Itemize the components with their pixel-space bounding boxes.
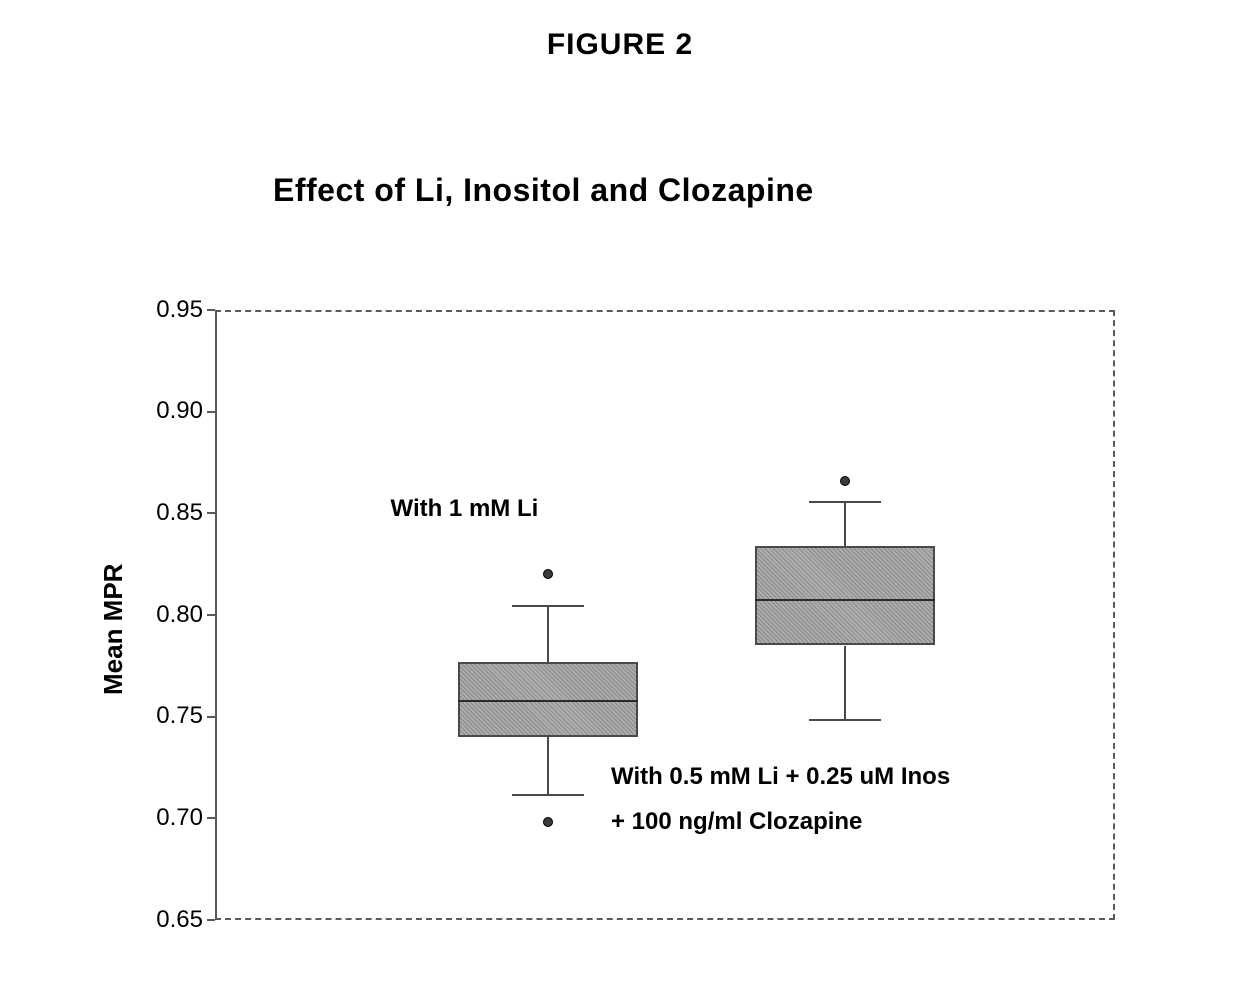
boxplot-whisker <box>844 646 846 719</box>
y-tick-label: 0.75 <box>133 702 203 730</box>
chart-annotation: With 0.5 mM Li + 0.25 uM Inos <box>611 763 950 791</box>
boxplot-whisker-cap <box>512 794 584 796</box>
boxplot-box <box>755 546 935 646</box>
boxplot-whisker <box>547 737 549 794</box>
plot-border-right <box>1113 310 1115 920</box>
y-axis-label: Mean MPR <box>98 564 129 695</box>
y-tick-label: 0.65 <box>133 906 203 934</box>
boxplot-whisker-cap <box>512 605 584 607</box>
boxplot-box <box>458 662 638 737</box>
y-tick-label: 0.70 <box>133 804 203 832</box>
y-tick-mark <box>207 614 215 616</box>
y-tick-label: 0.85 <box>133 499 203 527</box>
boxplot-median <box>755 599 935 601</box>
figure-page: FIGURE 2 Effect of Li, Inositol and Cloz… <box>0 0 1240 991</box>
boxplot-outlier <box>840 476 850 486</box>
y-tick-label: 0.95 <box>133 296 203 324</box>
y-tick-mark <box>207 411 215 413</box>
boxplot-whisker-cap <box>809 719 881 721</box>
boxplot-outlier <box>543 817 553 827</box>
y-tick-mark <box>207 716 215 718</box>
chart-title: Effect of Li, Inositol and Clozapine <box>273 172 814 209</box>
y-tick-label: 0.90 <box>133 397 203 425</box>
y-tick-mark <box>207 817 215 819</box>
boxplot-whisker <box>547 605 549 662</box>
plot-border-bottom <box>215 918 1115 920</box>
boxplot-whisker <box>844 501 846 546</box>
boxplot-whisker-cap <box>809 501 881 503</box>
boxplot-outlier <box>543 569 553 579</box>
y-tick-mark <box>207 309 215 311</box>
y-tick-mark <box>207 512 215 514</box>
plot-area: 0.650.700.750.800.850.900.95With 1 mM Li… <box>215 310 1115 920</box>
figure-caption: FIGURE 2 <box>0 28 1240 62</box>
plot-border-left <box>215 310 217 920</box>
boxplot-median <box>458 700 638 702</box>
y-tick-label: 0.80 <box>133 601 203 629</box>
y-tick-mark <box>207 919 215 921</box>
chart-annotation: With 1 mM Li <box>391 495 539 523</box>
plot-border-top <box>215 310 1115 312</box>
chart-annotation: + 100 ng/ml Clozapine <box>611 808 862 836</box>
